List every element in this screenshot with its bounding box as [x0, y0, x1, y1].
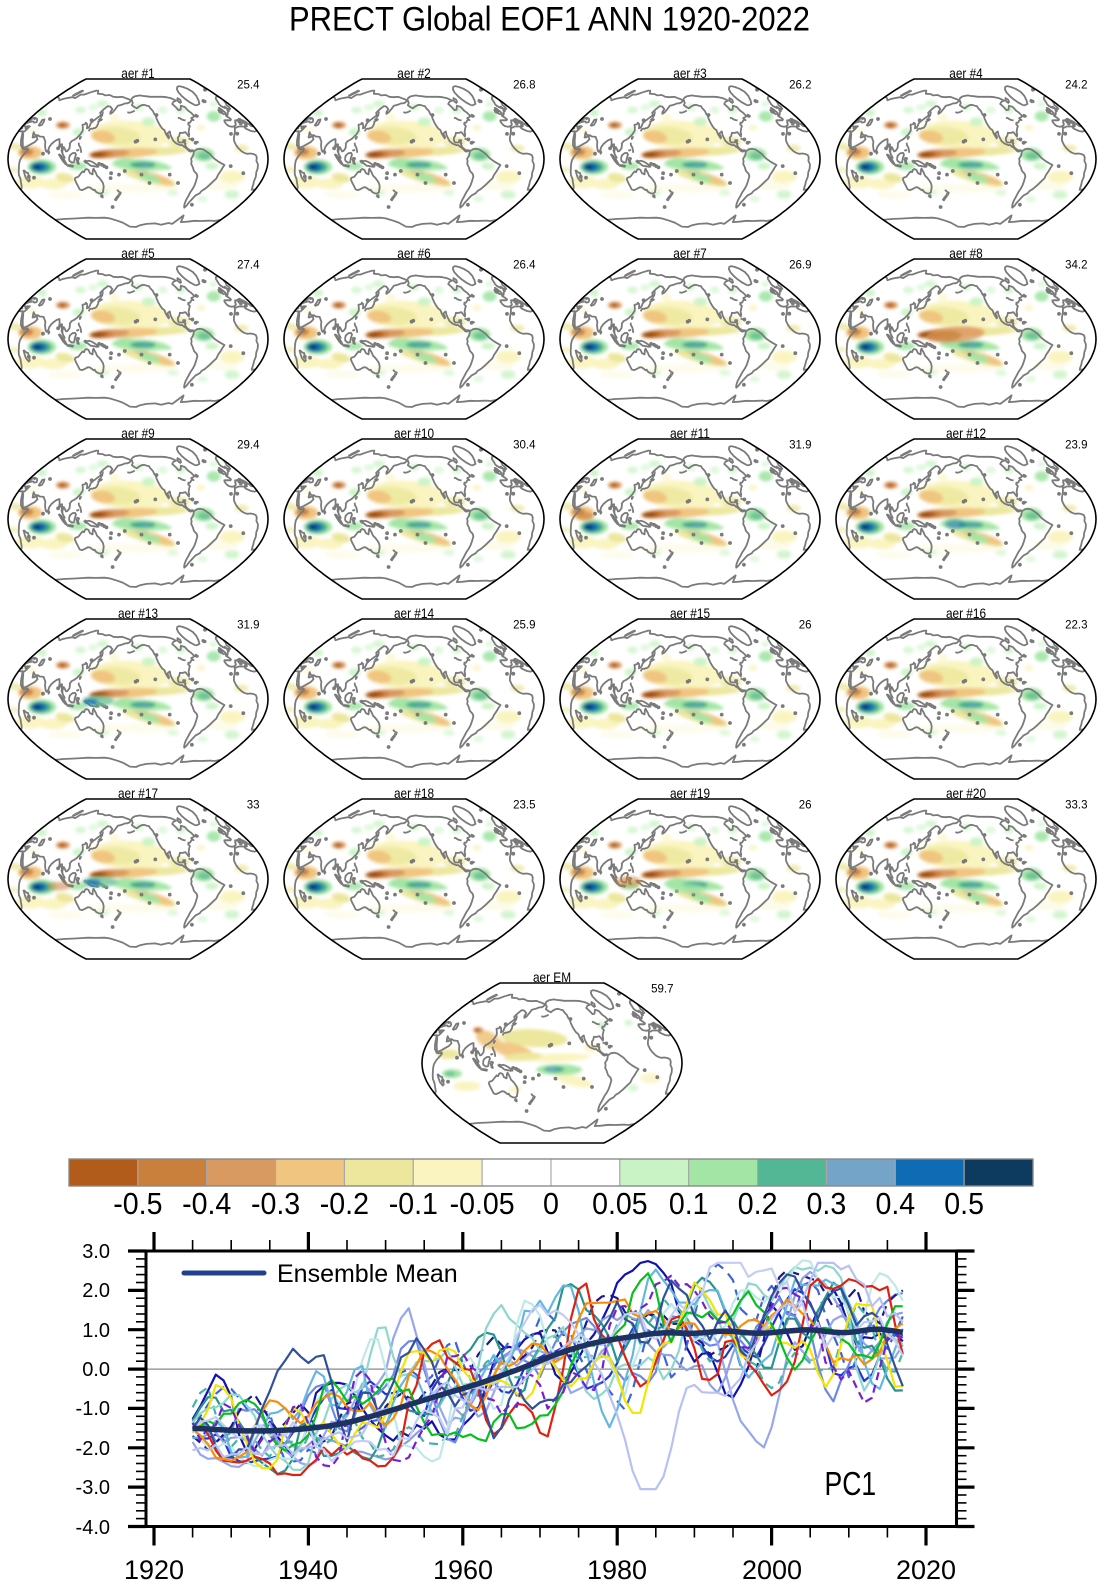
svg-text:0.5: 0.5 — [944, 1188, 984, 1221]
svg-text:-0.4: -0.4 — [182, 1188, 231, 1221]
svg-text:23.5: 23.5 — [513, 800, 535, 812]
svg-text:25.4: 25.4 — [237, 80, 260, 92]
svg-text:0.05: 0.05 — [592, 1188, 648, 1221]
svg-text:26: 26 — [799, 620, 812, 632]
svg-text:59.7: 59.7 — [651, 984, 673, 996]
svg-text:24.2: 24.2 — [1065, 80, 1087, 92]
svg-text:aer #17: aer #17 — [118, 785, 158, 801]
svg-text:1980: 1980 — [587, 1555, 647, 1585]
svg-text:2000: 2000 — [742, 1555, 802, 1585]
svg-text:23.9: 23.9 — [1065, 440, 1087, 452]
svg-text:1940: 1940 — [278, 1555, 338, 1585]
svg-text:Ensemble Mean: Ensemble Mean — [277, 1260, 458, 1288]
svg-text:aer #12: aer #12 — [946, 425, 986, 441]
svg-text:31.9: 31.9 — [789, 440, 811, 452]
svg-text:aer #7: aer #7 — [673, 245, 707, 261]
svg-text:31.9: 31.9 — [237, 620, 259, 632]
svg-text:aer #8: aer #8 — [949, 245, 983, 261]
svg-text:aer #13: aer #13 — [118, 605, 158, 621]
svg-text:27.4: 27.4 — [237, 260, 260, 272]
svg-text:33.3: 33.3 — [1065, 800, 1087, 812]
svg-text:2.0: 2.0 — [82, 1280, 110, 1302]
svg-text:-0.5: -0.5 — [113, 1188, 162, 1221]
svg-text:aer #5: aer #5 — [121, 245, 155, 261]
svg-text:0.4: 0.4 — [875, 1188, 915, 1221]
svg-text:aer #2: aer #2 — [397, 65, 431, 81]
svg-text:aer #1: aer #1 — [121, 65, 155, 81]
svg-text:-0.2: -0.2 — [320, 1188, 369, 1221]
svg-text:PC1: PC1 — [825, 1465, 877, 1502]
svg-text:34.2: 34.2 — [1065, 260, 1087, 272]
svg-text:-2.0: -2.0 — [76, 1438, 110, 1460]
svg-text:PRECT Global EOF1 ANN 1920-202: PRECT Global EOF1 ANN 1920-2022 — [289, 1, 810, 39]
svg-text:1920: 1920 — [124, 1555, 184, 1585]
svg-text:26.4: 26.4 — [513, 260, 536, 272]
svg-text:26.9: 26.9 — [789, 260, 811, 272]
svg-text:-0.05: -0.05 — [450, 1188, 515, 1221]
svg-text:aer #4: aer #4 — [949, 65, 983, 81]
svg-text:aer EM: aer EM — [533, 969, 571, 985]
svg-text:aer #9: aer #9 — [121, 425, 155, 441]
svg-text:-0.1: -0.1 — [389, 1188, 438, 1221]
svg-text:aer #6: aer #6 — [397, 245, 431, 261]
svg-text:aer #20: aer #20 — [946, 785, 986, 801]
svg-text:aer #15: aer #15 — [670, 605, 710, 621]
svg-text:aer #19: aer #19 — [670, 785, 710, 801]
svg-text:33: 33 — [247, 800, 260, 812]
svg-text:aer #3: aer #3 — [673, 65, 707, 81]
svg-text:aer #10: aer #10 — [394, 425, 434, 441]
svg-text:29.4: 29.4 — [237, 440, 260, 452]
svg-text:22.3: 22.3 — [1065, 620, 1087, 632]
svg-text:26.8: 26.8 — [513, 80, 535, 92]
svg-text:-1.0: -1.0 — [76, 1398, 110, 1420]
svg-text:26.2: 26.2 — [789, 80, 811, 92]
svg-text:0.0: 0.0 — [82, 1359, 110, 1381]
svg-text:aer #11: aer #11 — [670, 425, 710, 441]
svg-text:26: 26 — [799, 800, 812, 812]
svg-text:aer #18: aer #18 — [394, 785, 434, 801]
svg-text:0: 0 — [543, 1188, 559, 1221]
svg-text:1.0: 1.0 — [82, 1320, 110, 1342]
svg-text:-4.0: -4.0 — [76, 1517, 110, 1539]
svg-text:-0.3: -0.3 — [251, 1188, 300, 1221]
svg-text:0.3: 0.3 — [807, 1188, 847, 1221]
svg-text:aer #16: aer #16 — [946, 605, 986, 621]
svg-text:-3.0: -3.0 — [76, 1477, 110, 1499]
svg-text:30.4: 30.4 — [513, 440, 536, 452]
svg-text:1960: 1960 — [433, 1555, 493, 1585]
svg-text:0.2: 0.2 — [738, 1188, 778, 1221]
svg-text:25.9: 25.9 — [513, 620, 535, 632]
svg-text:3.0: 3.0 — [82, 1241, 110, 1263]
svg-text:2020: 2020 — [896, 1555, 956, 1585]
svg-text:aer #14: aer #14 — [394, 605, 434, 621]
svg-text:0.1: 0.1 — [669, 1188, 709, 1221]
